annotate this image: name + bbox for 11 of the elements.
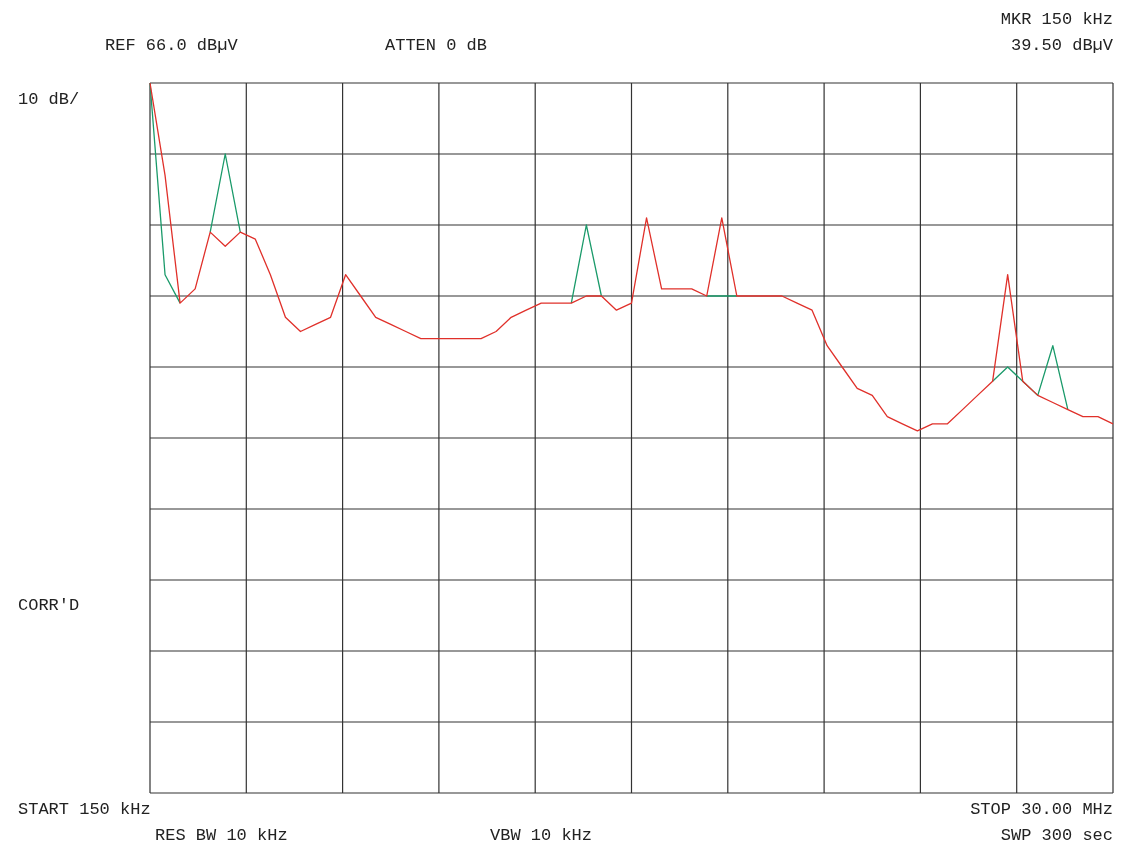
text: 10 dB/ — [18, 90, 80, 109]
text: 39.50 dBµV — [1010, 36, 1113, 55]
text: VBW 10 kHz — [490, 826, 593, 845]
text: ATTEN 0 dB — [385, 36, 488, 55]
text: MKR 150 kHz — [1000, 10, 1113, 29]
text: STOP 30.00 MHz — [970, 800, 1113, 819]
text: SWP 300 sec — [1000, 826, 1113, 845]
text: RES BW 10 kHz — [155, 826, 288, 845]
text: REF 66.0 dBµV — [105, 36, 238, 55]
text: CORR'D — [18, 596, 80, 615]
text: START 150 kHz — [18, 800, 151, 819]
